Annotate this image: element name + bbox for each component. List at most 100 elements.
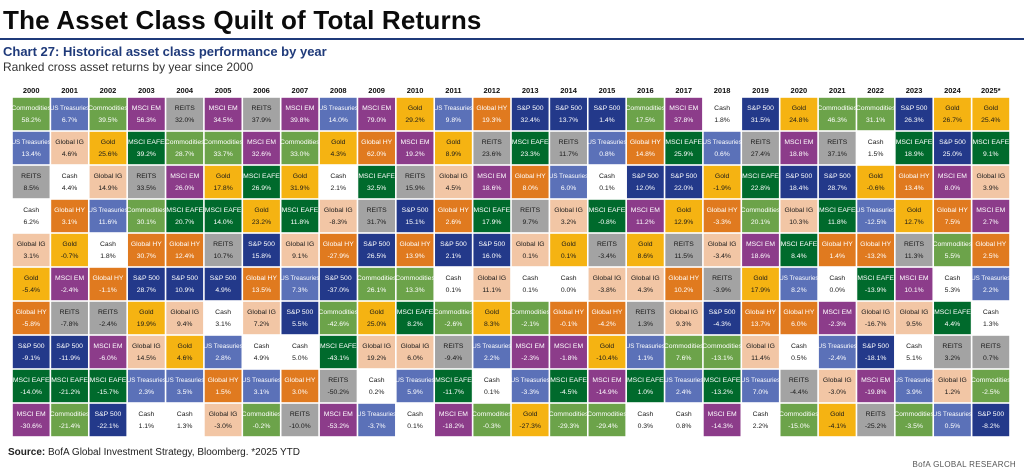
cell-asset-label: MSCI EAFE — [435, 377, 472, 384]
quilt-cell-fill — [511, 267, 550, 301]
quilt-cell-fill — [50, 369, 89, 403]
quilt-cell-fill — [703, 403, 742, 437]
cell-return-value: -14.3% — [711, 423, 733, 430]
cell-asset-label: Global HY — [591, 309, 622, 316]
cell-return-value: -0.3% — [483, 423, 501, 430]
cell-asset-label: Commodities — [779, 411, 819, 418]
cell-asset-label: MSCI EAFE — [665, 139, 702, 146]
quilt-cell: Global IG 9.5% — [895, 301, 934, 335]
cell-return-value: 30.1% — [137, 219, 156, 226]
cell-asset-label: Commodities — [165, 139, 205, 146]
quilt-cell: REITS 11.3% — [895, 233, 934, 267]
cell-return-value: 3.2% — [945, 355, 961, 362]
cell-asset-label: Cash — [944, 275, 960, 282]
quilt-cell-fill — [856, 165, 895, 199]
quilt-cell: US Treasuries -12.5% — [856, 199, 895, 233]
quilt-cell-fill — [204, 131, 243, 165]
cell-asset-label: Global IG — [286, 241, 315, 248]
quilt-cell: Gold 4.3% — [319, 131, 358, 165]
quilt-cell-fill — [511, 335, 550, 369]
cell-asset-label: US Treasuries — [472, 343, 511, 350]
quilt-cell: Global HY -0.1% — [549, 301, 588, 335]
quilt-cell-fill — [741, 165, 780, 199]
cell-return-value: 27.4% — [751, 151, 770, 158]
quilt-cell: Commodities 28.7% — [165, 131, 205, 165]
cell-return-value: 0.8% — [676, 423, 692, 430]
quilt-cell-fill — [165, 301, 204, 335]
quilt-cell: MSCI EAFE -13.2% — [703, 369, 742, 403]
cell-return-value: 23.2% — [252, 219, 271, 226]
quilt-cell: MSCI EM 8.0% — [933, 165, 972, 199]
cell-asset-label: Commodities — [472, 411, 512, 418]
cell-asset-label: Gold — [523, 411, 538, 418]
quilt-cell: Commodities 31.1% — [856, 97, 896, 131]
cell-asset-label: Global IG — [861, 309, 890, 316]
quilt-cell: US Treasuries 5.9% — [395, 369, 435, 403]
quilt-cell: Commodities -2.6% — [434, 301, 474, 335]
quilt-cell: MSCI EM -30.6% — [12, 403, 51, 437]
quilt-cell-fill — [357, 199, 396, 233]
quilt-cell: Global IG -16.7% — [856, 301, 895, 335]
cell-asset-label: US Treasuries — [971, 275, 1010, 282]
cell-return-value: 12.9% — [674, 219, 693, 226]
cell-asset-label: MSCI EM — [247, 139, 276, 146]
quilt-cell-fill — [664, 199, 703, 233]
title-rule — [0, 38, 1024, 40]
cell-asset-label: REITS — [981, 343, 1001, 350]
quilt-cell-fill — [779, 199, 818, 233]
quilt-cell: MSCI EAFE -14.0% — [12, 369, 51, 403]
cell-return-value: 31.7% — [367, 219, 386, 226]
cell-asset-label: Global IG — [900, 309, 929, 316]
quilt-cell: S&P 500 13.7% — [549, 97, 588, 131]
quilt-cell-fill — [971, 131, 1010, 165]
quilt-cell: US Treasuries 9.8% — [434, 97, 473, 131]
cell-asset-label: Global HY — [515, 173, 546, 180]
cell-asset-label: Global IG — [324, 207, 353, 214]
quilt-cell-fill — [933, 267, 972, 301]
cell-asset-label: REITS — [866, 411, 886, 418]
cell-asset-label: MSCI EAFE — [205, 207, 242, 214]
cell-return-value: 8.5% — [23, 185, 39, 192]
quilt-cell: REITS -9.4% — [434, 335, 473, 369]
quilt-cell-fill — [818, 97, 857, 131]
cell-return-value: 14.8% — [636, 151, 655, 158]
quilt-cell-fill — [242, 369, 281, 403]
quilt-cell-fill — [319, 233, 358, 267]
cell-asset-label: Global IG — [17, 241, 46, 248]
quilt-cell: S&P 500 2.1% — [434, 233, 473, 267]
cell-return-value: 6.0% — [791, 321, 807, 328]
cell-asset-label: Global HY — [975, 241, 1006, 248]
cell-asset-label: Commodities — [203, 139, 243, 146]
cell-asset-label: Global HY — [783, 309, 814, 316]
quilt-cell-fill — [895, 403, 934, 437]
cell-asset-label: Global HY — [860, 241, 891, 248]
cell-return-value: -0.8% — [598, 219, 616, 226]
cell-return-value: -25.2% — [865, 423, 887, 430]
cell-asset-label: Commodities — [434, 309, 474, 316]
quilt-cell-fill — [12, 301, 51, 335]
quilt-cell: Global HY 30.7% — [127, 233, 166, 267]
quilt-cell: S&P 500 -9.1% — [12, 335, 51, 369]
cell-asset-label: MSCI EAFE — [934, 309, 971, 316]
cell-return-value: -3.8% — [598, 287, 616, 294]
cell-asset-label: REITS — [328, 377, 348, 384]
cell-return-value: -29.4% — [596, 423, 618, 430]
quilt-cell: Commodities 58.2% — [11, 97, 52, 131]
cell-asset-label: Gold — [945, 105, 960, 112]
quilt-cell: Global IG -3.0% — [818, 369, 857, 403]
quilt-cell-fill — [971, 369, 1010, 403]
cell-return-value: 28.7% — [175, 151, 194, 158]
quilt-cell: REITS 33.5% — [127, 165, 166, 199]
quilt-cell: MSCI EAFE 25.9% — [664, 131, 703, 165]
quilt-cell: Global IG 14.9% — [88, 165, 127, 199]
quilt-cell: Gold -5.4% — [12, 267, 51, 301]
quilt-cell-fill — [357, 131, 396, 165]
quilt-cell: Global HY -13.2% — [856, 233, 895, 267]
cell-asset-label: Global HY — [92, 275, 123, 282]
cell-asset-label: S&P 500 — [747, 105, 774, 112]
cell-return-value: -3.4% — [598, 253, 616, 260]
quilt-cell: MSCI EAFE -15.7% — [88, 369, 127, 403]
cell-asset-label: Gold — [331, 139, 346, 146]
cell-return-value: 1.5% — [868, 151, 884, 158]
quilt-cell: Gold 29.2% — [396, 97, 435, 131]
